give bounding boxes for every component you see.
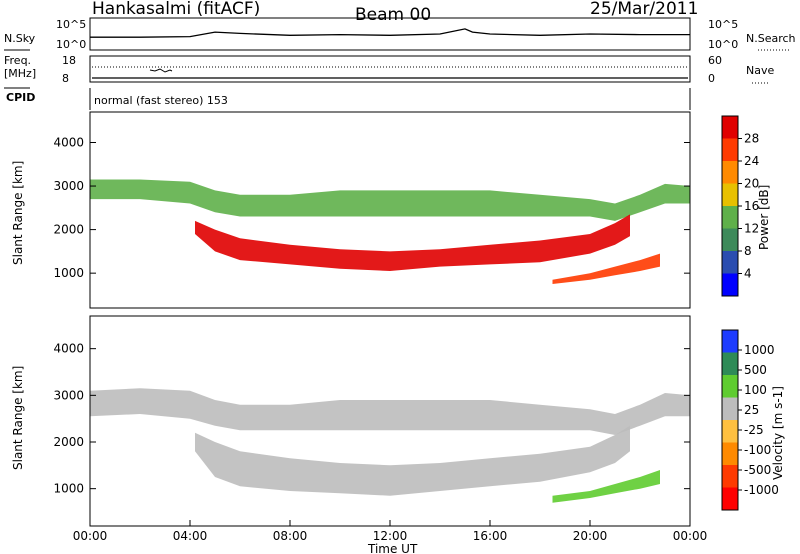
colorbar-tick-label: 28 — [744, 132, 759, 146]
band-1 — [195, 425, 630, 496]
y-tick-label: 3000 — [53, 179, 84, 193]
colorbar-segment — [722, 397, 738, 420]
colorbar-segment — [722, 352, 738, 375]
date-title: 25/Mar/2011 — [590, 0, 698, 19]
x-tick-label: 16:00 — [473, 529, 508, 543]
colorbar-tick-label: 4 — [744, 267, 752, 281]
power-colorbar-label: Power [dB] — [757, 185, 771, 250]
colorbar-segment — [722, 161, 738, 184]
freq-panel-frame — [89, 55, 691, 83]
colorbar-tick-label: 24 — [744, 154, 759, 168]
colorbar-frame — [721, 329, 739, 511]
x-tick-label: 04:00 — [173, 529, 208, 543]
colorbar-segment — [722, 116, 738, 139]
freq-tick-bottom: 8 — [62, 72, 69, 85]
power-y-label: Slant Range [km] — [11, 161, 25, 265]
colorbar-tick-label: -25 — [744, 423, 764, 437]
band-2 — [552, 253, 660, 284]
freq-blip — [149, 68, 173, 73]
band-2 — [552, 470, 660, 503]
colorbar-tick-label: 25 — [744, 403, 759, 417]
colorbar-tick-label: -1000 — [744, 483, 779, 497]
power-y-ticks: 4000 3000 2000 1000 — [53, 135, 690, 280]
noise-left-tick-top: 10^5 — [56, 18, 86, 31]
colorbar-segment — [722, 206, 738, 229]
velocity-x-label: Time UT — [367, 542, 418, 554]
freq-label-2: [MHz] — [4, 67, 36, 80]
station-title: Hankasalmi (fitACF) — [92, 0, 260, 19]
nave-tick-top: 60 — [708, 54, 722, 67]
y-tick-label: 1000 — [53, 266, 84, 280]
nave-label: Nave — [746, 64, 774, 77]
colorbar-segment — [722, 442, 738, 465]
colorbar-segment — [722, 138, 738, 161]
y-tick-label: 3000 — [53, 388, 84, 402]
noise-right-tick-top: 10^5 — [708, 18, 738, 31]
x-tick-label: 20:00 — [573, 529, 608, 543]
noise-right-label: N.Search — [746, 32, 796, 45]
colorbar-segment — [722, 487, 738, 510]
x-tick-label: 00:00 — [673, 529, 708, 543]
power-bands — [90, 179, 690, 284]
colorbar-segment — [722, 465, 738, 488]
band-0 — [90, 179, 690, 221]
velocity-colorbar-label: Velocity [m s-1] — [771, 386, 785, 480]
band-1 — [195, 214, 630, 271]
colorbar-segment — [722, 273, 738, 296]
x-tick-label: 08:00 — [273, 529, 308, 543]
velocity-bands — [90, 388, 690, 503]
x-tick-label: 00:00 — [73, 529, 108, 543]
power-colorbar: 28 24 20 16 12 8 4 — [721, 115, 759, 297]
beam-title: Beam 00 — [355, 5, 431, 25]
colorbar-tick-label: -100 — [744, 443, 771, 457]
noise-left-label: N.Sky — [4, 32, 36, 45]
colorbar-tick-label: 16 — [744, 199, 759, 213]
cpid-label: CPID — [6, 91, 35, 104]
nave-tick-bottom: 0 — [708, 72, 715, 85]
colorbar-segment — [722, 420, 738, 443]
colorbar-segment — [722, 375, 738, 398]
colorbar-tick-label: 500 — [744, 363, 767, 377]
band-0 — [90, 388, 690, 435]
colorbar-segment — [722, 251, 738, 274]
cpid-text: normal (fast stereo) 153 — [94, 94, 228, 107]
colorbar-tick-label: 100 — [744, 383, 767, 397]
colorbar-segment — [722, 330, 738, 353]
colorbar-tick-label: 1000 — [744, 343, 775, 357]
y-tick-label: 2000 — [53, 435, 84, 449]
colorbar-tick-label: 8 — [744, 244, 752, 258]
noise-series-line — [90, 28, 690, 38]
colorbar-tick-label: 20 — [744, 177, 759, 191]
freq-label-1: Freq. — [4, 54, 31, 67]
velocity-panel: 4000 3000 2000 1000 00:00 04:00 08:00 12:00 16:… — [11, 315, 785, 554]
y-tick-label: 4000 — [53, 135, 84, 149]
power-panel: 4000 3000 2000 1000 Slant Range [km] 28 24 20… — [11, 111, 771, 309]
velocity-x-ticks: 00:00 04:00 08:00 12:00 16:00 20:00 00:00 — [73, 520, 708, 543]
velocity-colorbar: 1000 500 100 25 -25 -100 -500 -1000 — [721, 329, 779, 511]
colorbar-tick-label: -500 — [744, 463, 771, 477]
y-tick-label: 1000 — [53, 482, 84, 496]
x-tick-label: 12:00 — [373, 529, 408, 543]
noise-left-tick-bottom: 10^0 — [56, 38, 86, 51]
y-tick-label: 4000 — [53, 342, 84, 356]
y-tick-label: 2000 — [53, 223, 84, 237]
colorbar-segment — [722, 228, 738, 251]
velocity-y-label: Slant Range [km] — [11, 366, 25, 470]
noise-right-tick-bottom: 10^0 — [708, 38, 738, 51]
velocity-y-ticks: 4000 3000 2000 1000 — [53, 342, 690, 496]
colorbar-segment — [722, 183, 738, 206]
power-frame — [89, 111, 691, 309]
freq-tick-top: 18 — [62, 54, 76, 67]
colorbar-tick-label: 12 — [744, 222, 759, 236]
